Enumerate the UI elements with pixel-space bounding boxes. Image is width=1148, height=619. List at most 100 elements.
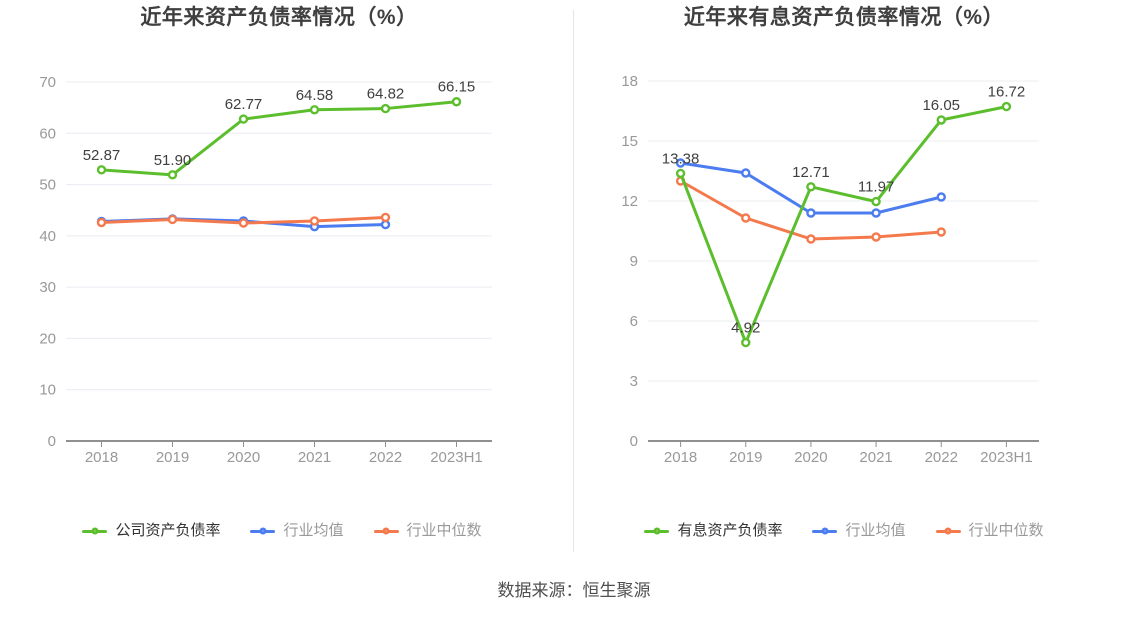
y-axis-tick-label: 70: [39, 74, 56, 91]
x-axis-tick-label: 2019: [729, 449, 762, 466]
legend-left: 公司资产负债率 行业均值 行业中位数: [0, 518, 569, 544]
data-point-marker: [309, 105, 320, 115]
data-point-marker: [1001, 101, 1012, 112]
data-point-label: 4.92: [731, 320, 760, 337]
legend-line-marker-icon: [250, 527, 276, 535]
legend-line-marker-icon: [644, 527, 670, 535]
legend-item-company-series[interactable]: 公司资产负债率: [82, 521, 220, 541]
data-point-marker: [451, 97, 462, 107]
y-axis-tick-label: 15: [621, 133, 638, 150]
x-axis-tick-label: 2023H1: [980, 449, 1033, 466]
x-axis-tick-label: 2023H1: [430, 449, 483, 466]
legend-item-industry-average[interactable]: 行业均值: [812, 521, 906, 541]
data-point-label: 52.87: [83, 147, 121, 164]
legend-label: 行业均值: [283, 522, 344, 539]
data-point-marker: [806, 182, 816, 192]
data-point-label: 12.71: [792, 164, 830, 181]
y-axis-tick-label: 20: [39, 330, 56, 347]
legend-line-marker-icon: [82, 527, 108, 535]
x-axis-tick-label: 2020: [227, 449, 260, 466]
data-point-marker: [675, 158, 686, 168]
data-point-marker: [675, 168, 686, 179]
y-axis-tick-label: 60: [39, 125, 56, 142]
legend-label: 公司资产负债率: [115, 522, 221, 539]
data-point-marker: [238, 218, 249, 228]
legend-right: 有息资产负债率 行业均值 行业中位数: [557, 518, 1131, 544]
data-point-label: 16.72: [988, 84, 1026, 101]
y-axis-tick-label: 0: [48, 433, 56, 450]
y-axis-tick-label: 30: [39, 279, 56, 296]
legend-label: 行业均值: [845, 522, 906, 539]
data-point-marker: [936, 115, 946, 125]
y-axis-tick-label: 10: [39, 382, 56, 399]
asset-liability-ratio-chart: 0 10 20 30 40 50 60 70 2018 2019 2020 2021 2022 2023H…: [39, 74, 492, 466]
data-point-label: 51.90: [154, 152, 192, 169]
legend-item-industry-median[interactable]: 行业中位数: [373, 521, 482, 541]
panel-divider: [573, 10, 574, 552]
asset-liability-ratio-panel: 近年来资产负债率情况（%） 0 10 20 30 40 50 60 70 2018 2019 202…: [0, 0, 574, 560]
legend-item-company-series[interactable]: 有息资产负债率: [644, 521, 782, 541]
legend-ring-icon: [653, 527, 661, 535]
y-axis-tick-label: 18: [621, 73, 638, 90]
interest-bearing-ratio-panel: 近年来有息资产负债率情况（%） 0 3 6 9 12 15 18 2018 2019 2020 20…: [574, 0, 1148, 560]
legend-line-marker-icon: [373, 527, 399, 535]
series-line-0: [100, 100, 458, 177]
data-point-marker: [380, 219, 391, 230]
y-axis-tick-label: 40: [39, 228, 56, 245]
data-point-marker: [806, 234, 816, 244]
legend-ring-icon: [944, 527, 952, 535]
y-axis-tick-label: 9: [630, 253, 638, 270]
data-point-marker: [238, 114, 249, 124]
legend-ring-icon: [821, 527, 829, 535]
chart-title-right: 近年来有息资产负债率情况（%）: [683, 6, 1005, 29]
legend-item-industry-median[interactable]: 行业中位数: [935, 521, 1044, 541]
legend-item-industry-average[interactable]: 行业均值: [250, 521, 344, 541]
legend-line-marker-icon: [935, 527, 961, 535]
data-point-marker: [936, 192, 946, 202]
data-point-label: 11.97: [858, 179, 894, 196]
legend-label: 行业中位数: [406, 522, 482, 539]
data-point-marker: [380, 212, 391, 223]
x-axis-tick-label: 2018: [664, 449, 697, 466]
y-axis-tick-label: 3: [630, 373, 638, 390]
data-point-marker: [936, 227, 946, 237]
data-point-marker: [871, 232, 881, 242]
legend-label: 有息资产负债率: [677, 522, 783, 539]
x-axis-tick-label: 2022: [925, 449, 958, 466]
y-axis-tick-label: 0: [630, 433, 638, 450]
x-axis-tick-label: 2020: [794, 449, 827, 466]
data-point-marker: [741, 213, 751, 223]
data-point-marker: [309, 216, 320, 226]
data-point-marker: [871, 196, 881, 207]
y-axis-tick-label: 50: [39, 177, 56, 194]
legend-ring-icon: [259, 527, 267, 535]
interest-bearing-ratio-chart: 0 3 6 9 12 15 18 2018 2019 2020 2021 2022 2023H1 13.3…: [621, 73, 1039, 466]
legend-label: 行业中位数: [968, 522, 1044, 539]
data-source-note: 数据来源：恒生聚源: [497, 581, 651, 600]
data-point-marker: [741, 337, 751, 348]
data-point-label: 13.38: [662, 150, 700, 167]
data-point-label: 64.58: [296, 87, 334, 104]
data-point-marker: [96, 165, 107, 175]
x-axis-tick-label: 2021: [298, 449, 331, 466]
data-point-marker: [741, 168, 751, 178]
data-point-label: 62.77: [225, 96, 263, 113]
data-point-label: 16.05: [922, 97, 960, 114]
y-axis-tick-label: 12: [621, 193, 638, 210]
legend-ring-icon: [91, 527, 99, 535]
data-point-label: 66.15: [438, 79, 476, 96]
data-point-marker: [806, 208, 816, 218]
x-axis-tick-label: 2018: [85, 449, 118, 466]
y-axis-tick-label: 6: [630, 313, 638, 330]
data-point-marker: [167, 170, 178, 180]
x-axis-tick-label: 2019: [156, 449, 189, 466]
series-line-0: [679, 105, 1008, 345]
legend-ring-icon: [382, 527, 390, 535]
chart-title-left: 近年来资产负债率情况（%）: [140, 6, 418, 29]
data-point-label: 64.82: [367, 86, 405, 103]
data-point-marker: [380, 103, 391, 114]
data-point-marker: [96, 217, 107, 228]
x-axis-tick-label: 2021: [859, 449, 892, 466]
legend-line-marker-icon: [812, 527, 838, 535]
